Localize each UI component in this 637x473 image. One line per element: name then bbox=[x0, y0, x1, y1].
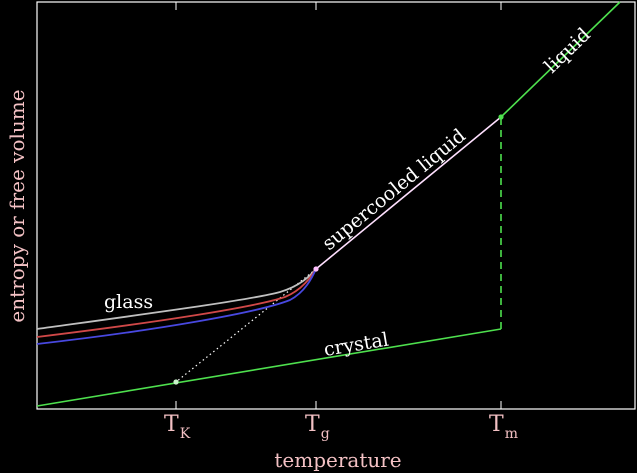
glass-curve-fast-cooling bbox=[36, 268, 317, 345]
glass-curve-slow-cooling bbox=[36, 268, 317, 330]
glass-label: glass bbox=[104, 291, 153, 313]
crystal-line bbox=[36, 328, 502, 407]
tick-label-tg-sub: g bbox=[321, 426, 330, 442]
tick-label-tg: Tg bbox=[305, 412, 330, 442]
glass-curve-medium-cooling bbox=[36, 268, 317, 338]
x-axis-label: temperature bbox=[274, 448, 401, 472]
supercooled-liquid-label: supercooled liquid bbox=[318, 125, 470, 255]
tick-label-tk-main: T bbox=[164, 412, 179, 437]
liquid-line bbox=[500, 1, 621, 118]
tick-label-tg-main: T bbox=[305, 412, 320, 437]
plot-frame bbox=[36, 1, 636, 410]
glass-transition-point-marker bbox=[313, 266, 319, 272]
supercooled-liquid-line bbox=[315, 116, 502, 270]
tick-label-tm-main: T bbox=[489, 412, 504, 437]
kauzmann-point-marker bbox=[173, 379, 179, 385]
y-axis-label: entropy or free volume bbox=[5, 89, 29, 322]
tick-label-tm: Tm bbox=[489, 412, 518, 442]
kauzmann-extrapolation-dotted-line bbox=[175, 268, 317, 383]
liquid-label: liquid bbox=[540, 24, 595, 78]
tick-label-tk: TK bbox=[164, 412, 191, 442]
tick-label-tm-sub: m bbox=[505, 426, 518, 442]
tick-label-tk-sub: K bbox=[180, 426, 191, 442]
crystal-label: crystal bbox=[322, 329, 390, 361]
melting-point-marker bbox=[498, 114, 504, 120]
